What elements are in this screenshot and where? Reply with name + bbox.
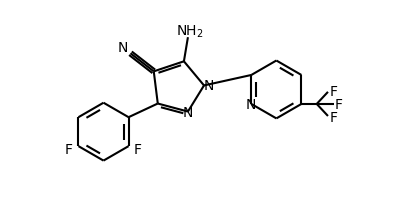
- Text: N: N: [183, 106, 193, 120]
- Text: F: F: [335, 97, 343, 111]
- Text: N: N: [117, 41, 128, 55]
- Text: N: N: [204, 79, 215, 93]
- Text: F: F: [64, 143, 72, 157]
- Text: N: N: [245, 97, 256, 111]
- Text: F: F: [329, 85, 337, 99]
- Text: F: F: [329, 110, 337, 124]
- Text: F: F: [133, 143, 141, 157]
- Text: NH$_2$: NH$_2$: [176, 24, 204, 40]
